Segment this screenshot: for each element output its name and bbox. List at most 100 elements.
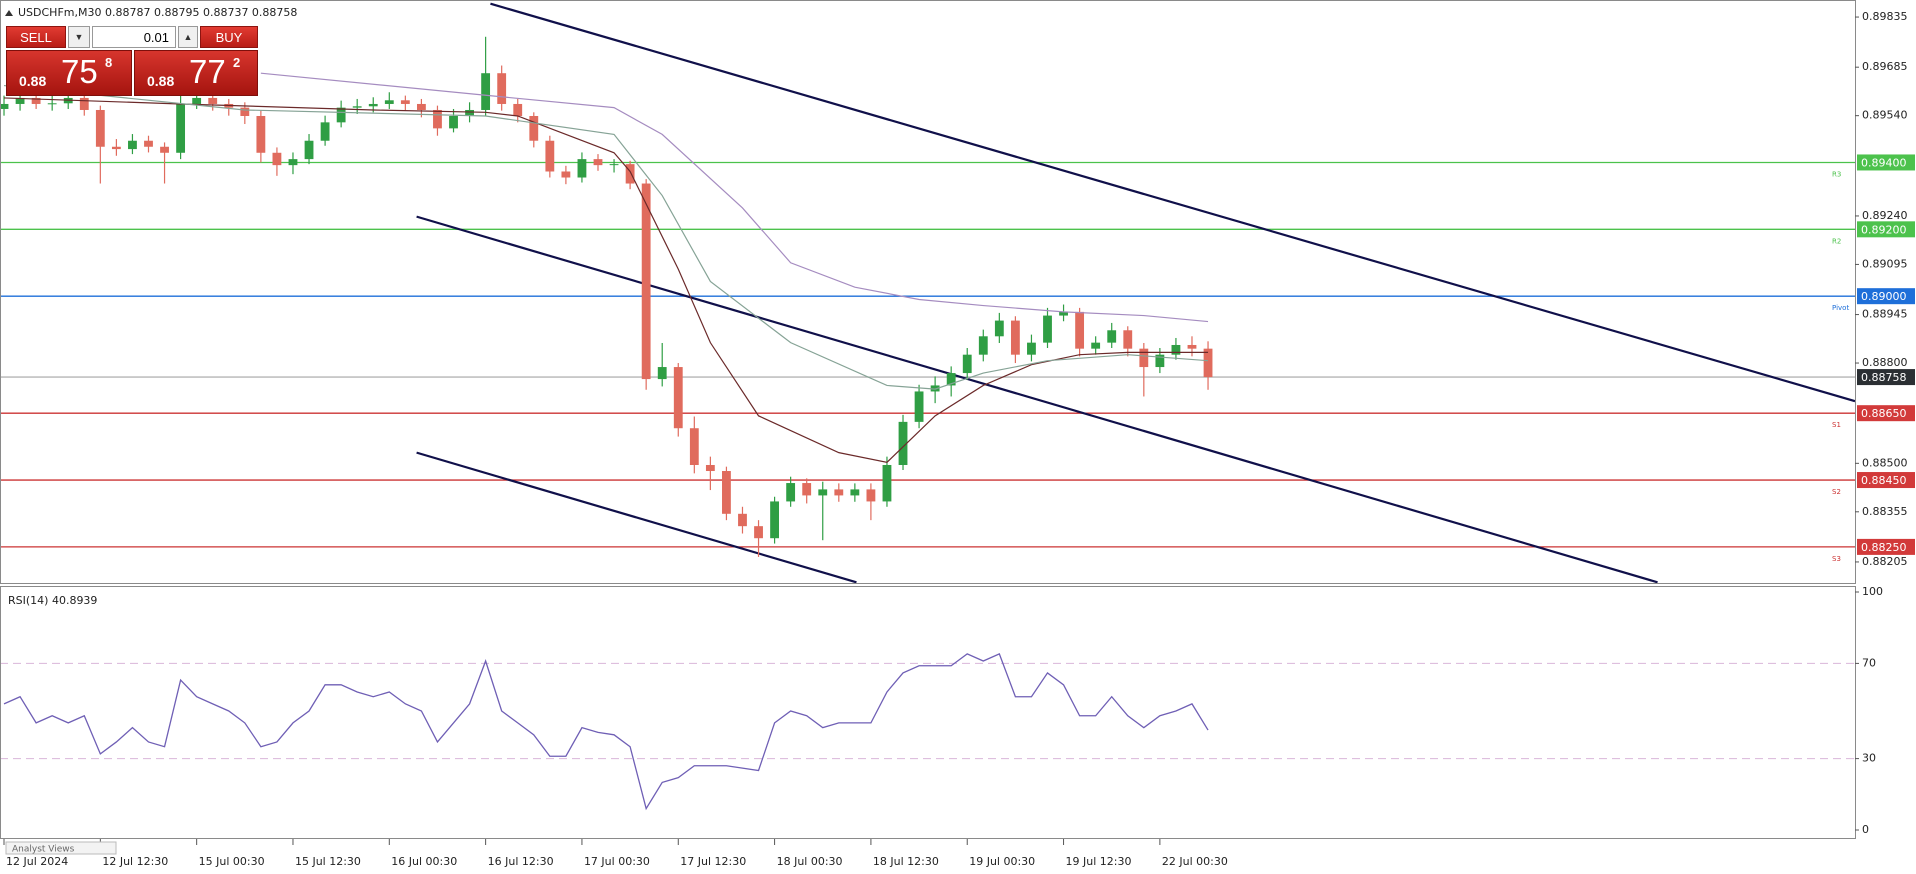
candle-body [449,115,458,129]
trade-panel: SELL ▼ 0.01 ▲ BUY 0.88 75 8 0.88 77 2 [6,26,258,98]
candle-body [160,146,169,153]
moving-average [3,97,1209,463]
level-price-box [1857,472,1915,489]
x-tick-label: 16 Jul 12:30 [488,855,554,868]
candle-body [384,100,394,104]
rsi-line [3,653,1209,811]
candle-body [481,73,491,110]
symbol-info: USDCHFm,M30 0.88787 0.88795 0.88737 0.88… [18,6,297,19]
level-tag: S2 [1832,488,1841,496]
analyst-tab-label: Analyst Views [12,845,75,855]
candle-body [352,106,362,108]
x-tick-label: 17 Jul 00:30 [584,855,650,868]
candle-body [882,464,892,502]
candle-body [946,373,956,386]
candle-body [705,464,715,472]
level-tag: S3 [1832,555,1841,563]
candle-body [673,367,683,429]
main-plot: R3 R2 Pivot S1 S2 S3 [1,2,1855,583]
volume-input[interactable]: 0.01 [92,26,176,48]
level-tag: Pivot [1832,304,1849,312]
candle-body [577,159,587,178]
candle-body [336,107,346,123]
candle-body [368,103,378,107]
level-price-label: 0.89400 [1861,156,1907,169]
candle-body [15,97,25,104]
candle-body [994,320,1004,337]
y-tick-label: 100 [1862,585,1883,598]
candle-body [1139,348,1149,368]
candle-body [738,513,747,527]
candle-body [930,385,940,392]
candle-body [609,164,619,166]
x-tick-label: 16 Jul 00:30 [391,855,457,868]
candle-body [240,107,250,116]
x-tick-label: 15 Jul 00:30 [199,855,265,868]
x-tick-label: 18 Jul 00:30 [777,855,843,868]
price-sup: 8 [105,55,113,70]
candle-body [1043,315,1052,343]
price-sup: 2 [233,55,241,70]
candle-body [818,489,828,496]
price-main: 75 [61,53,98,90]
y-tick-label: 0.89095 [1862,257,1908,270]
x-tick-label: 19 Jul 12:30 [1066,855,1132,868]
candle-body [208,97,218,104]
candle-body [272,152,282,166]
level-price-label: 0.88450 [1861,474,1907,487]
x-tick-label: 17 Jul 12:30 [680,855,746,868]
candle-body [513,103,523,116]
level-price-box [1857,538,1915,555]
candle-body [657,367,667,380]
candle-body [834,489,844,496]
y-tick-label: 0.88800 [1862,356,1908,369]
candle-body [416,103,426,110]
candle-body [770,501,780,539]
candle-body [400,100,410,104]
sell-price[interactable]: 0.88 75 8 [6,50,132,96]
volume-down[interactable]: ▼ [68,26,90,48]
x-tick-label: 19 Jul 00:30 [969,855,1035,868]
candle-body [1075,311,1085,349]
candle-body [689,428,699,465]
y-tick-label: 0.89685 [1862,60,1908,73]
candle-body [978,336,988,355]
candle-body [256,115,266,153]
x-tick-label: 12 Jul 2024 [6,855,68,868]
candle-body [529,115,539,141]
level-price-label: 0.88250 [1861,541,1907,554]
trendline [416,451,857,583]
x-tick-label: 12 Jul 12:30 [102,855,168,868]
candle-body [850,489,860,496]
level-price-box [1857,221,1915,238]
candle-body [31,97,41,104]
level-price-label: 0.88758 [1861,371,1907,384]
x-tick-label: 18 Jul 12:30 [873,855,939,868]
candle-body [288,159,298,166]
candle-body [497,73,507,104]
y-tick-label: 0.89540 [1862,109,1908,122]
candle-body [561,171,571,178]
analyst-tab[interactable] [5,841,117,855]
level-price-label: 0.88650 [1861,407,1907,420]
trendline [490,2,1855,403]
candle-body [1,103,9,109]
trendline [416,215,1658,583]
collapse-icon[interactable] [5,10,13,16]
level-price-box [1857,154,1915,171]
volume-up[interactable]: ▲ [178,26,198,48]
candle-body [192,97,202,104]
moving-average [3,84,1209,390]
moving-average [260,72,1209,323]
candle-body [802,483,812,496]
candle-body [898,421,908,465]
buy-button[interactable]: BUY [200,26,258,48]
sell-button[interactable]: SELL [6,26,66,48]
candle-body [1155,354,1165,368]
level-price-box [1857,369,1915,386]
candle-body [320,122,330,141]
buy-price[interactable]: 0.88 77 2 [134,50,258,96]
axes: 0.89835 0.89685 0.89540 0.89240 0.89095 0.889… [3,10,1915,868]
candle-body [304,140,314,160]
level-tag: S1 [1832,421,1841,429]
